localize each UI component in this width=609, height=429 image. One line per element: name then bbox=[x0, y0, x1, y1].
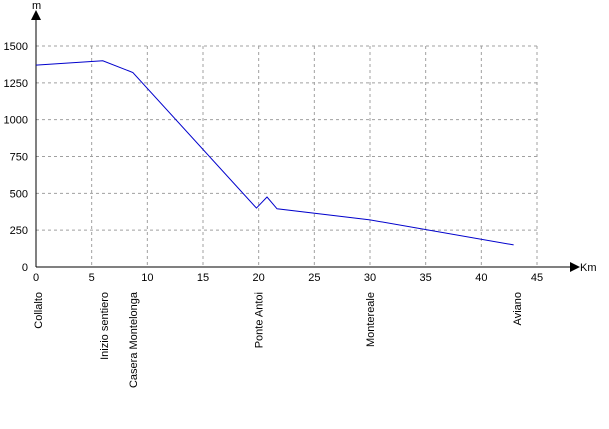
y-tick-label: 500 bbox=[10, 188, 28, 200]
x-tick-label: 40 bbox=[475, 272, 487, 284]
x-tick-label: 15 bbox=[197, 272, 209, 284]
x-tick-label: 20 bbox=[253, 272, 265, 284]
x-tick-label: 5 bbox=[89, 272, 95, 284]
x-axis-arrow bbox=[570, 262, 580, 272]
x-tick-label: 35 bbox=[420, 272, 432, 284]
x-axis-label: Km bbox=[580, 262, 597, 274]
grid bbox=[36, 45, 538, 267]
profile-line bbox=[35, 60, 514, 246]
x-tick-label: 0 bbox=[33, 272, 39, 284]
x-tick-label: 45 bbox=[531, 272, 543, 284]
location-label: Inizio sentiero bbox=[99, 292, 111, 360]
x-tick-label: 30 bbox=[364, 272, 376, 284]
location-label: Ponte Antoi bbox=[254, 292, 266, 348]
location-label: Collalto bbox=[33, 292, 45, 329]
y-axis-arrow bbox=[31, 10, 41, 20]
y-tick-label: 1000 bbox=[4, 115, 28, 127]
y-tick-label: 250 bbox=[10, 225, 28, 237]
location-label: Aviano bbox=[512, 292, 524, 325]
y-tick-label: 1250 bbox=[4, 78, 28, 90]
location-label: Casera Montelonga bbox=[128, 291, 140, 388]
y-tick-label: 1500 bbox=[4, 41, 28, 53]
x-tick-label: 10 bbox=[141, 272, 153, 284]
y-tick-label: 750 bbox=[10, 152, 28, 164]
y-axis-label: m bbox=[32, 0, 41, 12]
location-label: Montereale bbox=[365, 292, 377, 347]
y-tick-label: 0 bbox=[22, 262, 28, 274]
x-tick-label: 25 bbox=[308, 272, 320, 284]
